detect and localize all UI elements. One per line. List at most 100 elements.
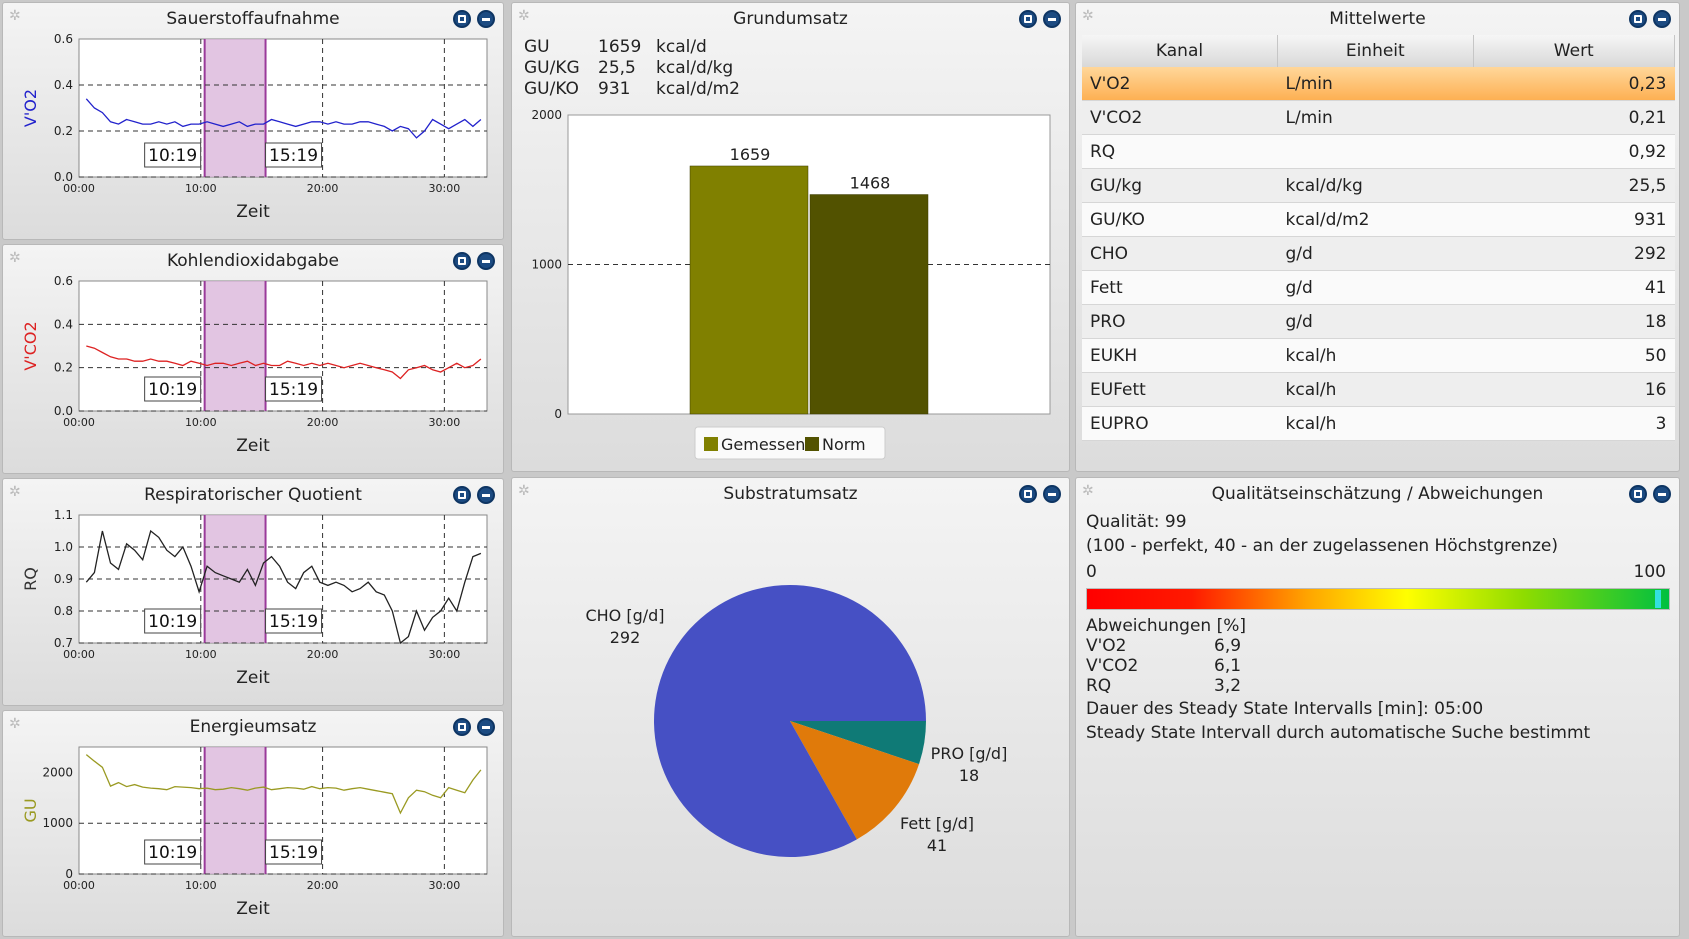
x-axis-label: Zeit — [236, 668, 270, 688]
x-tick-label: 10:00 — [185, 879, 217, 892]
y-tick-label: 0.2 — [54, 124, 73, 138]
minimize-button[interactable] — [477, 718, 495, 736]
gear-icon[interactable]: ✲ — [518, 8, 530, 24]
cell-einheit: g/d — [1277, 304, 1474, 339]
x-axis-label: Zeit — [236, 436, 270, 456]
maximize-button[interactable] — [1629, 10, 1647, 28]
minimize-button[interactable] — [1653, 485, 1671, 503]
cell-einheit: L/min — [1277, 67, 1474, 101]
guko-value: 931 — [598, 79, 631, 99]
interval-start-label: 10:19 — [148, 843, 197, 863]
cell-wert: 292 — [1473, 236, 1675, 271]
gear-icon[interactable]: ✲ — [9, 484, 21, 500]
legend-swatch-norm — [805, 437, 819, 451]
substrat-pie-chart: CHO [g/d] 292 PRO [g/d] 18 Fett [g/d] 41 — [585, 584, 1007, 857]
table-row[interactable]: V'CO2 L/min 0,21 — [1082, 100, 1675, 135]
minimize-button[interactable] — [1653, 10, 1671, 28]
cell-kanal: V'CO2 — [1082, 100, 1278, 135]
cell-wert: 931 — [1473, 202, 1675, 237]
table-row[interactable]: EUKH kcal/h 50 — [1082, 338, 1675, 373]
o2-chart: 0.6 0.4 0.2 0.000:00 10:00 20:00 30:00 10:19 15:… — [21, 32, 488, 222]
cell-wert: 18 — [1473, 304, 1675, 339]
rq-chart: 1.1 1.0 0.9 0.8 0.700:00 10:00 20:00 30:00 10:19… — [21, 508, 488, 688]
cell-kanal: GU/kg — [1082, 168, 1278, 203]
minimize-button[interactable] — [1043, 485, 1061, 503]
scale-max: 100 — [1633, 562, 1666, 582]
quality-marker — [1655, 590, 1662, 608]
interval-end-label: 15:19 — [269, 612, 318, 632]
table-row[interactable]: GU/kg kcal/d/kg 25,5 — [1082, 168, 1675, 203]
gukg-label: GU/KG — [524, 58, 580, 78]
x-axis-label: Zeit — [236, 202, 270, 222]
deviation-name: V'O2 — [1086, 636, 1127, 656]
column-header-wert[interactable]: Wert — [1473, 35, 1676, 67]
y-tick-label: 2000 — [42, 765, 73, 779]
x-tick-label: 20:00 — [307, 182, 339, 195]
y-tick-label: 0 — [65, 867, 73, 881]
table-row[interactable]: CHO g/d 292 — [1082, 236, 1675, 271]
deviation-name: V'CO2 — [1086, 656, 1139, 676]
cell-kanal: RQ — [1082, 134, 1278, 169]
pie-slice-fett — [790, 721, 919, 840]
table-row[interactable]: GU/KO kcal/d/m2 931 — [1082, 202, 1675, 237]
column-header-kanal[interactable]: Kanal — [1082, 35, 1279, 67]
table-row[interactable]: RQ 0,92 — [1082, 134, 1675, 169]
table-row[interactable]: Fett g/d 41 — [1082, 270, 1675, 305]
deviations-title: Abweichungen [%] — [1086, 616, 1247, 636]
table-row[interactable]: V'O2 L/min 0,23 — [1082, 67, 1675, 101]
series-line — [85, 754, 482, 815]
bar-value-label: 1468 — [850, 174, 891, 193]
interval-start-label: 10:19 — [148, 612, 197, 632]
gear-icon[interactable]: ✲ — [1082, 8, 1094, 24]
gear-icon[interactable]: ✲ — [9, 8, 21, 24]
x-tick-label: 20:00 — [307, 416, 339, 429]
bar-norm — [809, 194, 929, 415]
maximize-button[interactable] — [1629, 485, 1647, 503]
cell-einheit: kcal/h — [1277, 372, 1474, 407]
maximize-button[interactable] — [453, 10, 471, 28]
minimize-button[interactable] — [477, 486, 495, 504]
gear-icon[interactable]: ✲ — [518, 483, 530, 499]
cell-wert: 3 — [1473, 406, 1675, 441]
maximize-button[interactable] — [453, 718, 471, 736]
series-line — [85, 98, 482, 139]
column-header-einheit[interactable]: Einheit — [1277, 35, 1474, 67]
cell-wert: 0,92 — [1473, 134, 1675, 169]
gu-chart: 2000 1000 000:00 10:00 20:00 30:00 10:19 15:19 G… — [21, 746, 488, 919]
minimize-button[interactable] — [1043, 10, 1061, 28]
interval-end-label: 15:19 — [269, 380, 318, 400]
gear-icon[interactable]: ✲ — [9, 250, 21, 266]
x-axis-label: Zeit — [236, 899, 270, 919]
interval-end-box — [265, 608, 323, 634]
minimize-button[interactable] — [477, 10, 495, 28]
table-row[interactable]: EUFett kcal/h 16 — [1082, 372, 1675, 407]
interval-start-box — [144, 608, 202, 634]
x-tick-label: 20:00 — [307, 648, 339, 661]
y-tick-label: 0.0 — [54, 404, 73, 418]
panel-title: Respiratorischer Quotient — [144, 485, 362, 505]
y-tick-label: 0.9 — [54, 572, 73, 586]
interval-end-box — [265, 839, 323, 865]
x-tick-label: 00:00 — [63, 648, 95, 661]
y-axis-label: GU — [21, 798, 40, 822]
maximize-button[interactable] — [453, 486, 471, 504]
cell-kanal: V'O2 — [1082, 67, 1278, 101]
gear-icon[interactable]: ✲ — [9, 716, 21, 732]
x-tick-label: 00:00 — [63, 182, 95, 195]
maximize-button[interactable] — [453, 252, 471, 270]
table-row[interactable]: EUPRO kcal/h 3 — [1082, 406, 1675, 441]
maximize-button[interactable] — [1019, 485, 1037, 503]
interval-end-box — [265, 376, 323, 402]
gear-icon[interactable]: ✲ — [1082, 483, 1094, 499]
deviation-value: 3,2 — [1214, 676, 1242, 696]
cell-wert: 0,23 — [1473, 67, 1675, 101]
minimize-button[interactable] — [477, 252, 495, 270]
x-tick-label: 30:00 — [429, 182, 461, 195]
maximize-button[interactable] — [1019, 10, 1037, 28]
cell-einheit: kcal/h — [1277, 338, 1474, 373]
interval-start-label: 10:19 — [148, 146, 197, 166]
cell-kanal: Fett — [1082, 270, 1278, 305]
legend-label-gemessen: Gemessen — [721, 435, 805, 454]
y-tick-label: 0.4 — [54, 78, 73, 92]
table-row[interactable]: PRO g/d 18 — [1082, 304, 1675, 339]
